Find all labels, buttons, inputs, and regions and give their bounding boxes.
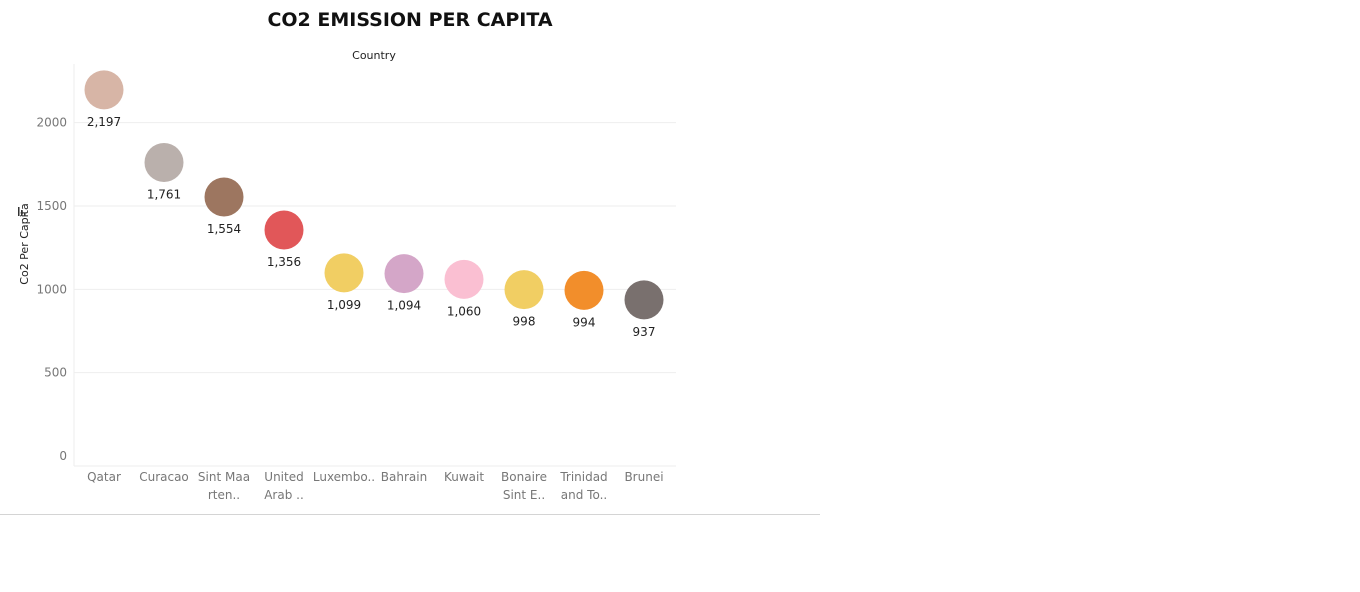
data-point[interactable] (504, 270, 544, 310)
x-category-label[interactable]: and To.. (561, 488, 607, 502)
data-label: 1,099 (327, 298, 361, 312)
data-point[interactable] (324, 253, 364, 293)
data-point[interactable] (84, 70, 124, 110)
x-axis-categories: Qatar Curacao Sint Maa rten.. United Arab .. L… (87, 470, 663, 502)
data-label: 998 (513, 315, 536, 329)
y-tick-label: 0 (59, 449, 67, 463)
x-category-label[interactable]: Luxembo.. (313, 470, 375, 484)
y-axis-title[interactable]: Co2 Per Capita (18, 203, 31, 284)
x-category-label[interactable]: Qatar (87, 470, 121, 484)
data-point[interactable] (144, 143, 184, 182)
data-point[interactable] (264, 210, 304, 250)
y-tick-label: 1500 (36, 199, 67, 213)
data-label: 2,197 (87, 115, 121, 129)
data-label: 994 (573, 315, 596, 329)
x-category-label[interactable]: Trinidad (559, 470, 607, 484)
chart-svg: Country Co2 Per Capita 0500100015002000 … (18, 49, 676, 502)
data-label: 1,060 (447, 304, 481, 318)
data-point[interactable] (204, 177, 244, 217)
y-tick-label: 1000 (36, 282, 67, 296)
x-category-label[interactable]: Arab .. (264, 488, 304, 502)
chart-title: CO2 EMISSION PER CAPITA (267, 9, 553, 31)
bottom-divider (0, 514, 820, 515)
data-label: 1,554 (207, 222, 241, 236)
x-category-label[interactable]: Brunei (624, 470, 663, 484)
data-point[interactable] (624, 280, 664, 320)
y-tick-label: 500 (44, 366, 67, 380)
sort-icon[interactable] (18, 207, 26, 216)
y-tick-label: 2000 (36, 116, 67, 130)
data-label: 1,356 (267, 255, 301, 269)
data-point[interactable] (444, 259, 484, 299)
column-header-label: Country (352, 49, 396, 62)
x-category-label[interactable]: rten.. (208, 488, 240, 502)
x-category-label[interactable]: Bonaire (501, 470, 547, 484)
grid-lines (73, 64, 676, 467)
data-label: 937 (633, 325, 656, 339)
data-point[interactable] (564, 270, 604, 310)
data-label: 1,761 (147, 188, 181, 202)
x-category-label[interactable]: Bahrain (381, 470, 427, 484)
x-category-label[interactable]: United (264, 470, 303, 484)
x-category-label[interactable]: Curacao (139, 470, 189, 484)
x-category-label[interactable]: Kuwait (444, 470, 484, 484)
x-category-label[interactable]: Sint E.. (503, 488, 545, 502)
y-axis-ticks: 0 500 1000 1500 2000 (36, 116, 67, 463)
chart-marks: 2,197 1,761 1,554 1,356 1,099 1,094 1,060 998 99… (84, 70, 664, 339)
data-label: 1,094 (387, 299, 421, 313)
x-category-label[interactable]: Sint Maa (198, 470, 250, 484)
data-point[interactable] (384, 254, 424, 294)
